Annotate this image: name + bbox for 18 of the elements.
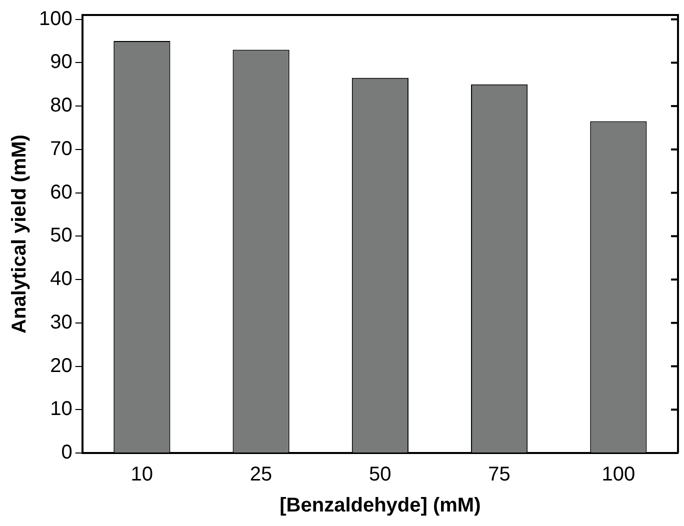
- y-tick-label: 90: [50, 51, 72, 74]
- y-tick-label: 10: [50, 398, 72, 420]
- x-axis-title: [Benzaldehyde] (mM): [280, 494, 481, 517]
- x-tick-label: 75: [488, 464, 510, 486]
- y-tick-label: 100: [38, 8, 72, 30]
- x-tick-label: 25: [250, 464, 272, 486]
- y-tick-label: 60: [50, 181, 72, 204]
- x-tick-label: 10: [130, 464, 154, 486]
- y-tick-label: 40: [50, 268, 72, 290]
- x-tick-label: 50: [369, 464, 392, 486]
- y-tick-label: 80: [50, 94, 72, 117]
- y-tick-label: 50: [50, 224, 72, 247]
- y-axis-title: Analytical yield (mM): [8, 134, 31, 334]
- y-tick-label: 20: [50, 354, 72, 377]
- y-tick-label: 30: [50, 311, 72, 334]
- x-tick-label: 100: [602, 464, 636, 486]
- y-tick-label: 0: [61, 442, 72, 464]
- y-tick-label: 70: [50, 138, 72, 160]
